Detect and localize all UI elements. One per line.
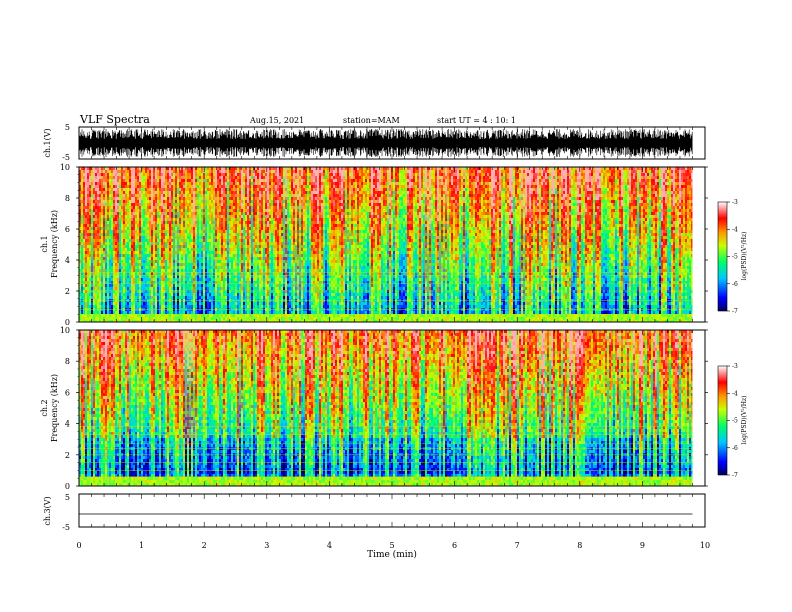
freq-tick-label: 4 xyxy=(65,420,70,429)
ch2-spectrogram-yticks: 0 2 4 6 8 10 xyxy=(60,326,708,491)
colorbar-tick-label: -6 xyxy=(732,445,738,452)
time-tick-label: 4 xyxy=(327,541,332,550)
time-tick-label: 9 xyxy=(640,541,645,550)
colorbar-tick-label: -3 xyxy=(732,363,738,370)
ch1-colorbar-label: log(PSD)(V²/Hz) xyxy=(741,232,748,281)
freq-tick-label: 2 xyxy=(65,287,70,296)
time-tick-label: 5 xyxy=(389,541,394,550)
ch2-spectrogram-ylabel-frequency: Frequency (kHz) xyxy=(50,374,59,442)
ch1-spectrogram-yticks: 0 2 4 6 8 10 xyxy=(60,163,708,327)
freq-tick-label: 8 xyxy=(65,194,70,203)
time-tick-label: 3 xyxy=(264,541,269,550)
colorbar-tick-label: -7 xyxy=(732,308,738,315)
colorbar-tick-label: -5 xyxy=(732,254,738,261)
ch1-waveform-path xyxy=(79,129,693,157)
colorbar-tick-label: -4 xyxy=(732,226,738,233)
ch3-waveform-ytick-bottom: -5 xyxy=(62,523,70,532)
ch1-waveform-trace xyxy=(79,129,693,157)
start-time-label: start UT = 4 : 10: 1 xyxy=(437,116,516,125)
time-tick-label: 6 xyxy=(452,541,457,550)
time-axis-tick-labels: 0 1 2 3 4 5 6 7 8 9 10 xyxy=(76,541,710,550)
time-axis-label: Time (min) xyxy=(367,549,417,560)
time-tick-label: 2 xyxy=(202,541,207,550)
ch1-colorbar-ticks: -3 -4 -5 -6 -7 xyxy=(727,199,738,315)
freq-tick-label: 6 xyxy=(65,225,70,234)
freq-tick-label: 8 xyxy=(65,357,70,366)
colorbar-tick-label: -7 xyxy=(732,472,738,479)
ch2-colorbar xyxy=(717,365,728,476)
ch2-colorbar-ticks: -3 -4 -5 -6 -7 xyxy=(727,363,738,479)
freq-tick-label: 10 xyxy=(60,163,70,172)
station-label: station=MAM xyxy=(343,116,400,125)
ch1-spectrogram-ylabel-frequency: Frequency (kHz) xyxy=(50,210,59,278)
ch1-waveform-ylabel: ch.1(V) xyxy=(43,128,52,157)
ch1-spectrogram-image xyxy=(79,167,705,322)
ch2-spectrogram-ylabel-channel: ch.2 xyxy=(40,399,49,416)
ch1-colorbar xyxy=(717,201,728,312)
ch3-waveform-ylabel: ch.3(V) xyxy=(43,496,52,525)
freq-tick-label: 0 xyxy=(65,482,70,491)
ch3-waveform-ytick-top: 5 xyxy=(65,493,70,502)
ch1-spectrogram-ylabel-channel: ch.1 xyxy=(40,235,49,252)
freq-tick-label: 0 xyxy=(65,318,70,327)
colorbar-tick-label: -6 xyxy=(732,281,738,288)
date-label: Aug.15, 2021 xyxy=(249,116,304,125)
ch2-colorbar-label: log(PSD)(V²/Hz) xyxy=(741,396,748,445)
freq-tick-label: 10 xyxy=(60,326,70,335)
ch1-waveform-ytick-bottom: -5 xyxy=(62,153,70,162)
ch1-waveform-panel: 5 -5 ch.1(V) xyxy=(43,123,706,162)
ch2-spectrogram-image xyxy=(79,330,705,486)
time-tick-label: 1 xyxy=(139,541,144,550)
freq-tick-label: 2 xyxy=(65,451,70,460)
colorbar-tick-label: -3 xyxy=(732,199,738,206)
freq-tick-label: 4 xyxy=(65,256,70,265)
time-tick-label: 8 xyxy=(577,541,582,550)
figure-title: VLF Spectra xyxy=(79,113,150,126)
freq-tick-label: 6 xyxy=(65,388,70,397)
time-tick-label: 0 xyxy=(76,541,81,550)
colorbar-tick-label: -5 xyxy=(732,418,738,425)
time-axis-ticks xyxy=(78,127,706,527)
colorbar-tick-label: -4 xyxy=(732,390,738,397)
ch1-waveform-ytick-top: 5 xyxy=(65,123,70,132)
ch3-waveform-panel: 5 -5 ch.3(V) xyxy=(43,493,706,532)
time-tick-label: 7 xyxy=(515,541,520,550)
time-tick-label: 10 xyxy=(700,541,710,550)
